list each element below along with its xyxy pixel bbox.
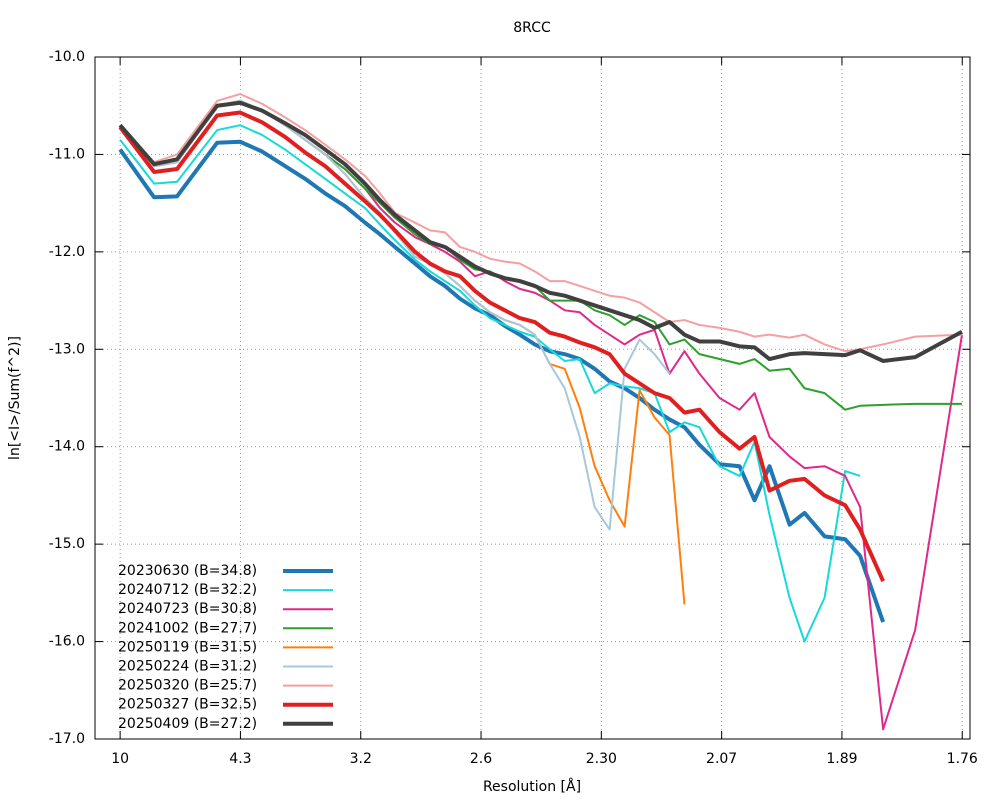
series-line [118, 110, 885, 582]
y-tick-label: -10.0 [49, 49, 85, 65]
series-line [118, 100, 963, 363]
legend-label: 20250224 (B=31.2) [118, 659, 257, 675]
legend-label: 20240723 (B=30.8) [118, 601, 257, 617]
chart-title: 8RCC [513, 20, 551, 36]
x-tick-label: 1.89 [826, 751, 857, 767]
plot-frame [94, 56, 971, 740]
y-tick-label: -17.0 [49, 731, 85, 747]
y-tick-label: -13.0 [49, 341, 85, 357]
legend-label: 20250409 (B=27.2) [118, 716, 257, 732]
x-tick-label: 10 [111, 751, 129, 767]
x-tick-label: 2.30 [586, 751, 617, 767]
x-tick-label: 1.76 [947, 751, 978, 767]
x-tick-label: 3.2 [350, 751, 372, 767]
y-tick-label: -16.0 [49, 634, 85, 650]
y-tick-label: -12.0 [49, 244, 85, 260]
legend-label: 20230630 (B=34.8) [118, 563, 257, 579]
y-axis-label: ln[<I>/Sum(f^2)] [7, 336, 23, 460]
x-tick-label: 2.07 [706, 751, 737, 767]
series-line [119, 124, 861, 643]
legend-label: 20250119 (B=31.5) [118, 639, 257, 655]
y-tick-label: -11.0 [49, 146, 85, 162]
x-tick-label: 2.6 [470, 751, 492, 767]
x-axis-label: Resolution [Å] [483, 778, 581, 795]
x-tick-label: 4.3 [229, 751, 251, 767]
legend-label: 20240712 (B=32.2) [118, 582, 257, 598]
series-line [118, 139, 886, 623]
legend-label: 20250327 (B=32.5) [118, 697, 257, 713]
legend-label: 20241002 (B=27.7) [118, 620, 257, 636]
legend-label: 20250320 (B=25.7) [118, 678, 257, 694]
y-tick-label: -14.0 [49, 439, 85, 455]
series-line [119, 93, 963, 353]
y-tick-label: -15.0 [49, 536, 85, 552]
